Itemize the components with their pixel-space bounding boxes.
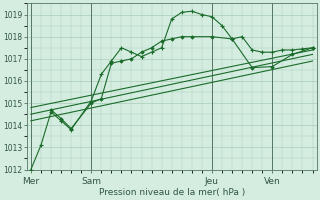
- X-axis label: Pression niveau de la mer( hPa ): Pression niveau de la mer( hPa ): [99, 188, 245, 197]
